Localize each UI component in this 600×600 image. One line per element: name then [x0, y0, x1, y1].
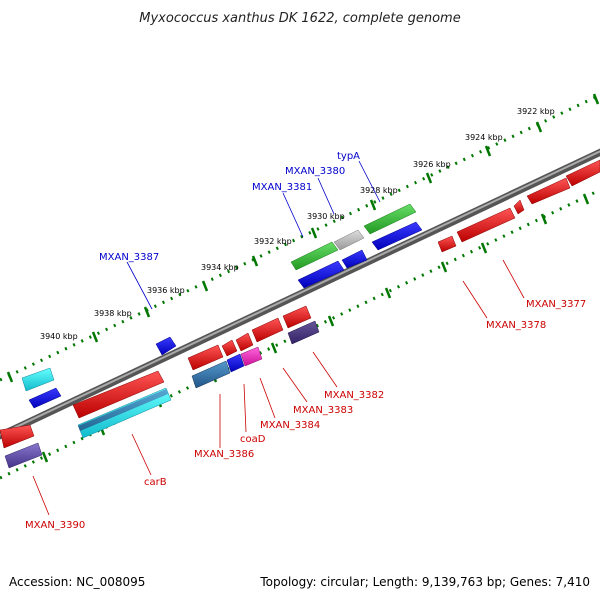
- outer-major-ticks: [6, 93, 600, 383]
- gene-reverse-red[interactable]: [221, 339, 238, 357]
- gene-reverse-dark-purple[interactable]: [287, 320, 320, 345]
- tick-label: 3940 kbp: [40, 332, 78, 341]
- tick-label: 3938 kbp: [94, 309, 132, 318]
- gene-label-mxan-3387[interactable]: MXAN_3387: [99, 252, 159, 263]
- gene-typA[interactable]: [363, 203, 417, 235]
- gene-mxan-3378[interactable]: [456, 207, 516, 243]
- gene-label-mxan-3382[interactable]: MXAN_3382: [324, 390, 384, 401]
- map-title: Myxococcus xanthus DK 1622, complete gen…: [139, 11, 460, 26]
- gene-mxan-3383[interactable]: [251, 317, 284, 343]
- gene-mxan-3377[interactable]: [526, 177, 571, 205]
- gene-reverse-red[interactable]: [437, 235, 457, 253]
- gene-forward-blue[interactable]: [371, 221, 423, 251]
- tick-label: 3934 kbp: [201, 263, 239, 272]
- tick-label: 3922 kbp: [517, 107, 555, 116]
- reverse-strand-genes: [0, 159, 600, 469]
- gene-label-mxan-3380[interactable]: MXAN_3380: [285, 166, 345, 177]
- topology-summary: Topology: circular; Length: 9,139,763 bp…: [260, 575, 590, 589]
- gene-mxan-3380[interactable]: [333, 229, 365, 251]
- gene-mxan-3387[interactable]: [155, 336, 177, 356]
- gene-label-mxan-3384[interactable]: MXAN_3384: [260, 420, 320, 431]
- gene-reverse-red[interactable]: [565, 159, 600, 187]
- gene-reverse-red[interactable]: [0, 424, 35, 449]
- gene-label-mxan-3381[interactable]: MXAN_3381: [252, 182, 312, 193]
- gene-reverse-red[interactable]: [187, 344, 224, 371]
- gene-label-mxan-3378[interactable]: MXAN_3378: [486, 320, 546, 331]
- gene-reverse-blue[interactable]: [226, 353, 245, 373]
- forward-strand-genes: [21, 203, 423, 409]
- gene-forward-blue[interactable]: [341, 249, 368, 269]
- gene-label-mxan-3390[interactable]: MXAN_3390: [25, 520, 85, 531]
- genome-backbone: [0, 148, 600, 440]
- gene-label-mxan-3383[interactable]: MXAN_3383: [293, 405, 353, 416]
- gene-label-carB[interactable]: carB: [144, 477, 167, 488]
- gene-mxan-3382[interactable]: [282, 305, 312, 329]
- gene-reverse-red[interactable]: [513, 199, 525, 215]
- label-leader-lines: [32, 160, 525, 516]
- tick-label: 3930 kbp: [307, 212, 345, 221]
- gene-carB-red[interactable]: [72, 370, 165, 419]
- gene-mxan-3384[interactable]: [235, 332, 254, 352]
- gene-mxan-3386[interactable]: [191, 360, 231, 389]
- tick-label: 3926 kbp: [413, 160, 451, 169]
- gene-label-mxan-3377[interactable]: MXAN_3377: [526, 299, 586, 310]
- gene-label-mxan-3386[interactable]: MXAN_3386: [194, 449, 254, 460]
- gene-labels: typA MXAN_3380 MXAN_3381 MXAN_3387 MXAN_…: [25, 151, 586, 531]
- gene-coaD[interactable]: [240, 346, 263, 367]
- gene-forward-blue[interactable]: [297, 260, 345, 289]
- gene-carB-steel[interactable]: [78, 389, 168, 431]
- tick-label: 3932 kbp: [254, 237, 292, 246]
- gene-label-typA[interactable]: typA: [337, 151, 360, 162]
- tick-label: 3924 kbp: [465, 133, 503, 142]
- accession-text: Accession: NC_008095: [9, 575, 146, 589]
- gene-label-coaD[interactable]: coaD: [240, 434, 266, 445]
- gene-mxan-3381[interactable]: [290, 241, 339, 271]
- tick-label: 3928 kbp: [360, 186, 398, 195]
- gene-forward-cyan[interactable]: [21, 367, 55, 392]
- gene-mxan-3390[interactable]: [4, 442, 43, 469]
- gene-forward-blue[interactable]: [28, 387, 62, 409]
- tick-label: 3936 kbp: [147, 286, 185, 295]
- ruler-tick-labels: 3922 kbp 3924 kbp 3926 kbp 3928 kbp 3930…: [40, 107, 555, 341]
